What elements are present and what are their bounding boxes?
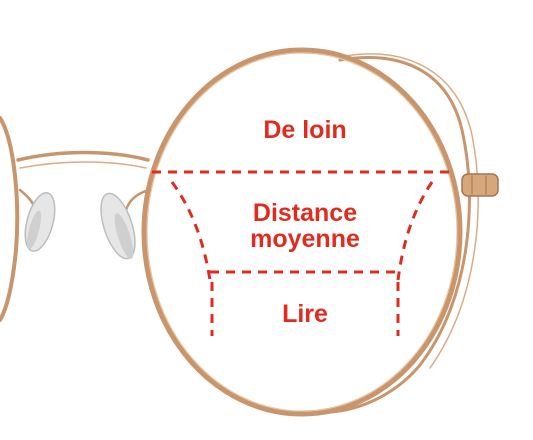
bridge <box>16 150 150 162</box>
hinge-block <box>461 173 499 197</box>
intermediate-zone-right-edge <box>396 181 434 281</box>
temple-arm <box>328 56 471 414</box>
lens-rim <box>141 47 463 417</box>
nose-pad-arm-right <box>124 188 152 212</box>
left-lens-rim <box>0 116 20 322</box>
intermediate-zone-label-line1: Distance <box>253 199 357 227</box>
bridge-lower <box>19 161 147 169</box>
intermediate-zone-label-line2: moyenne <box>250 225 360 253</box>
nose-pad-left-shadow <box>26 210 42 250</box>
nose-pads <box>24 192 136 260</box>
near-zone-label: Lire <box>282 300 328 328</box>
zone-outlines <box>152 170 456 336</box>
nose-pad-right-shadow <box>114 213 134 259</box>
intermediate-zone-left-edge <box>170 181 212 281</box>
temple-arm-inner <box>344 53 479 369</box>
lens-rim-highlight <box>146 52 458 412</box>
eyeglasses-frame-illustration <box>0 47 499 417</box>
far-zone-label: De loin <box>263 116 346 144</box>
